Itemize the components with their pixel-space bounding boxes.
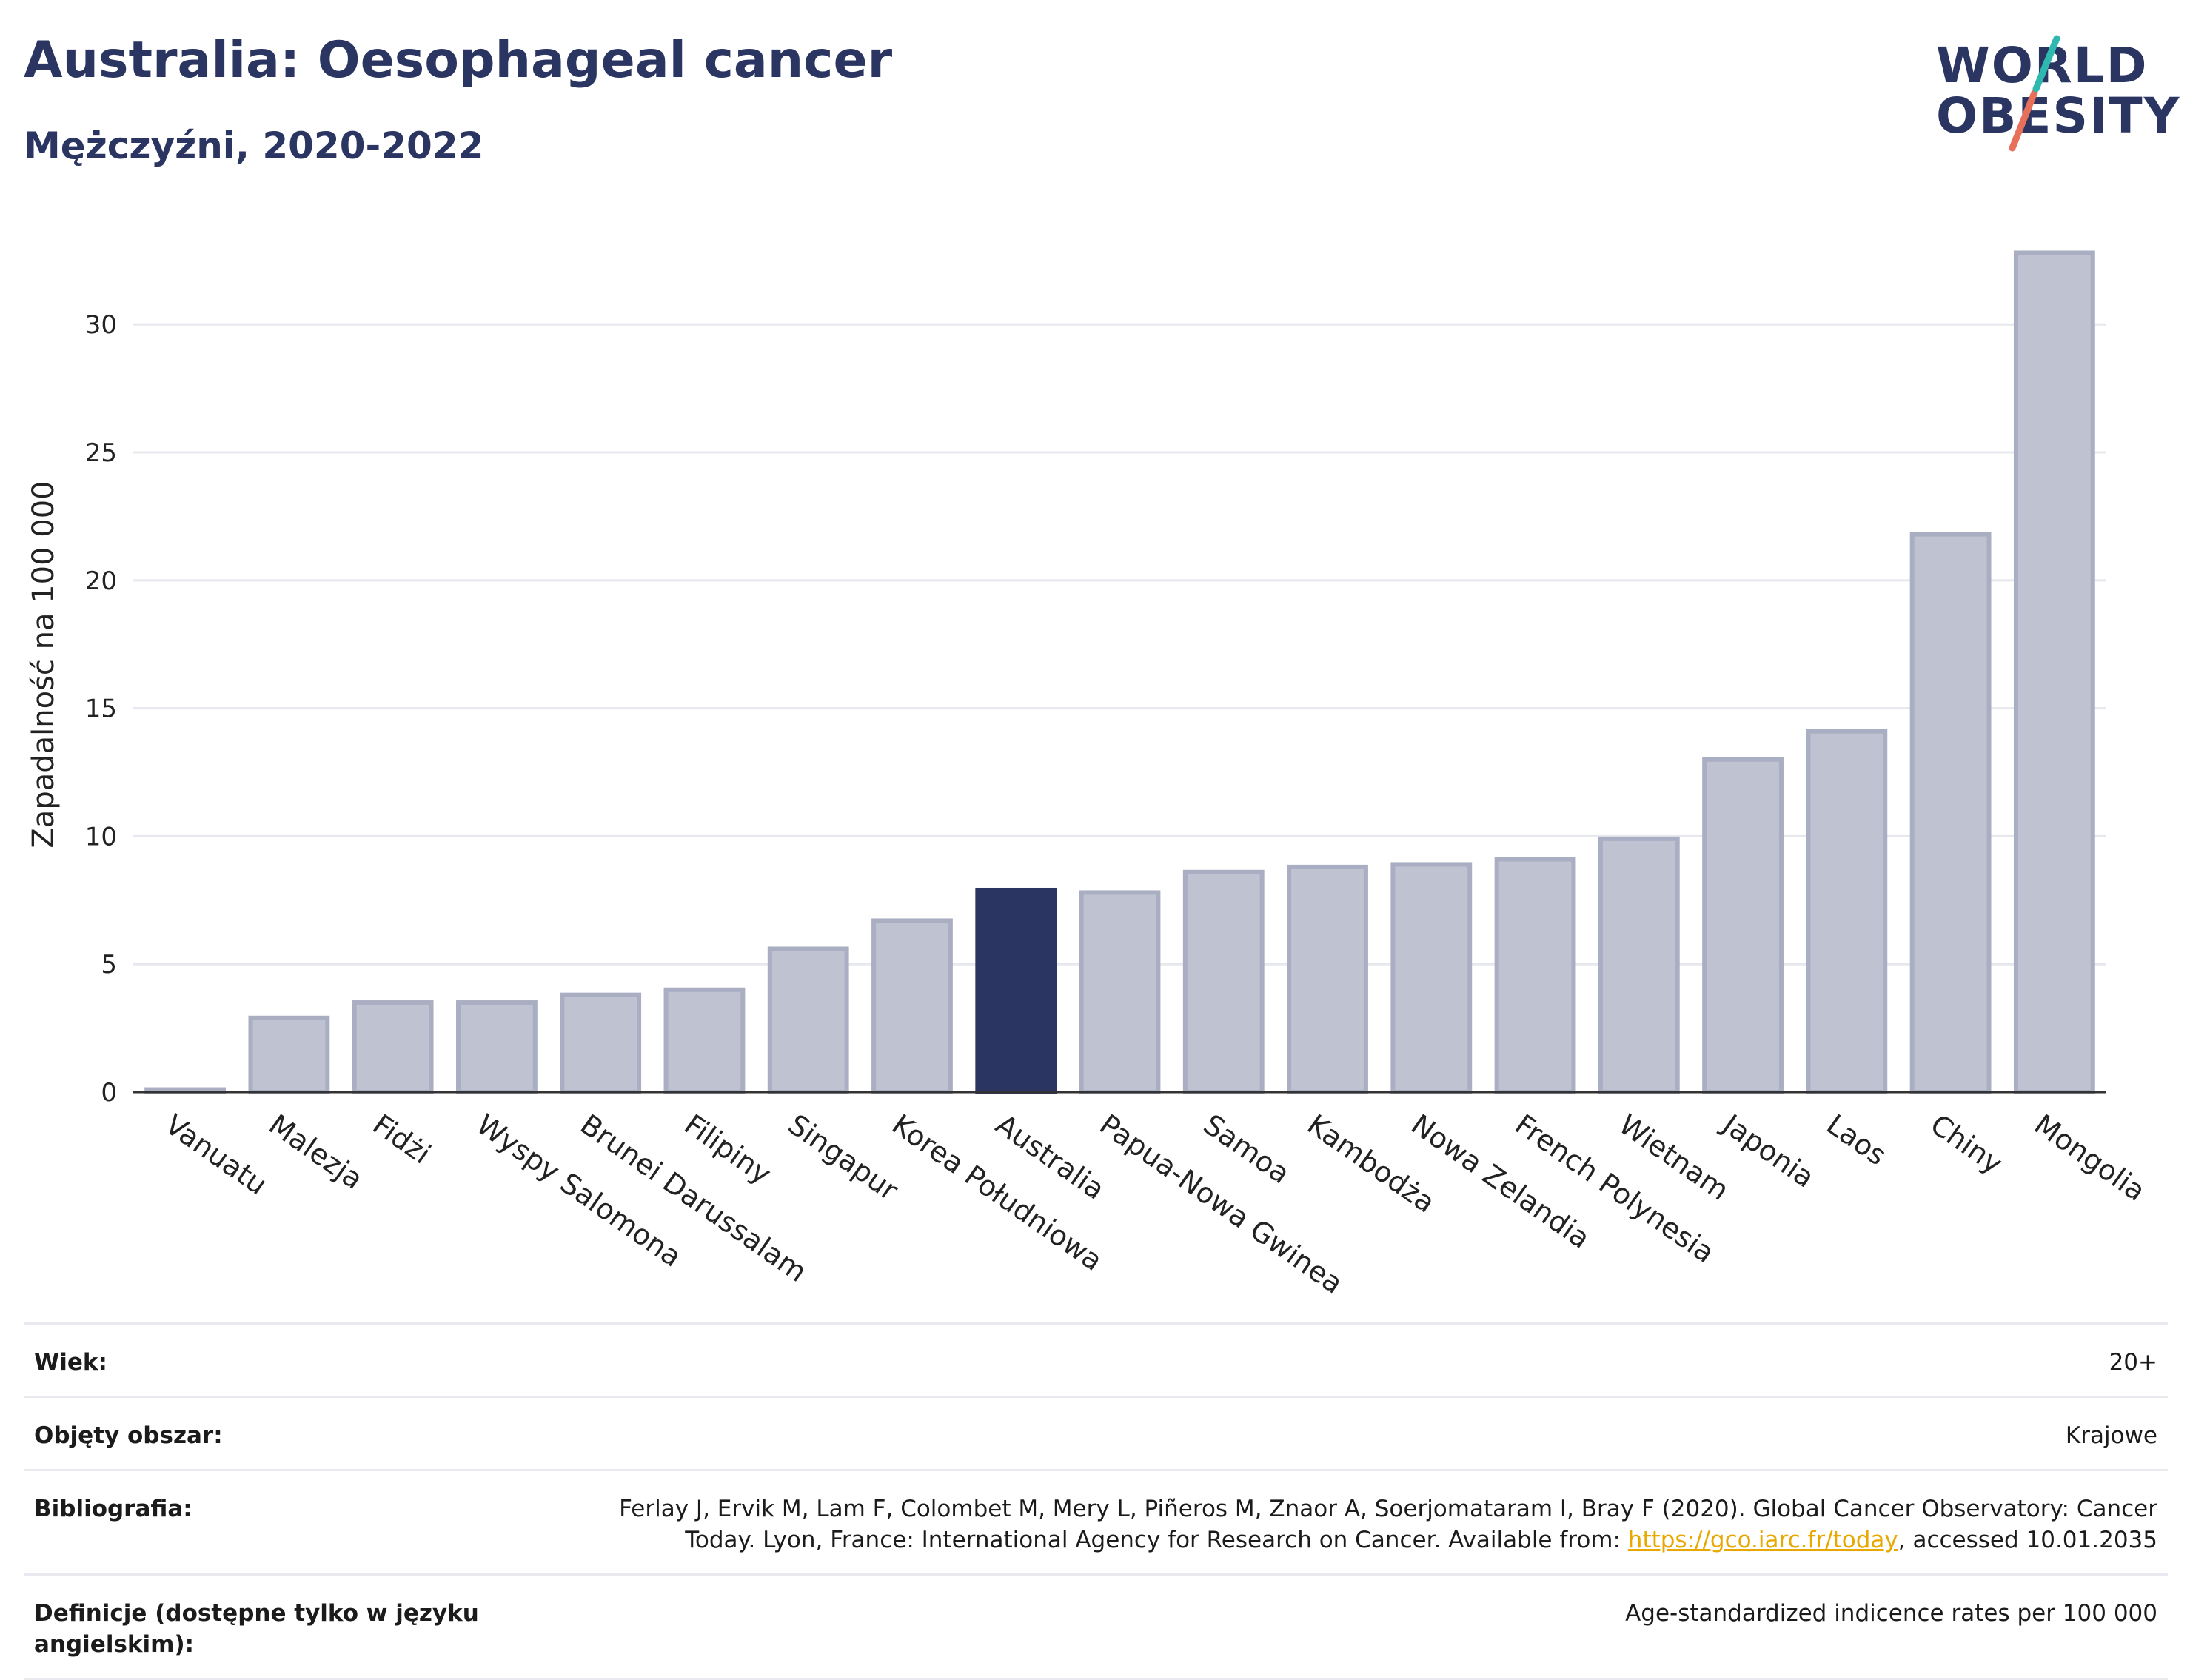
meta-label: Wiek:: [34, 1349, 107, 1376]
y-tick-label: 20: [85, 566, 117, 596]
bar-brunei-darussalam[interactable]: [560, 992, 642, 1095]
x-tick-label: Chiny: [1924, 1108, 2009, 1180]
meta-value: 20+: [2109, 1349, 2157, 1376]
bar-filipiny[interactable]: [663, 987, 746, 1094]
chart-title: Australia: Oesophageal cancer: [24, 31, 893, 90]
meta-value: Ferlay J, Ervik M, Lam F, Colombet M, Me…: [543, 1493, 2157, 1556]
bibliography-suffix: , accessed 10.01.2035: [1898, 1527, 2157, 1553]
world-obesity-logo: WORLD OBESITY: [1925, 22, 2181, 163]
bar-korea-południowa[interactable]: [871, 918, 953, 1095]
bibliography-text: Ferlay J, Ervik M, Lam F, Colombet M, Me…: [619, 1496, 2157, 1553]
bar-nowa-zelandia[interactable]: [1390, 862, 1473, 1095]
bar-malezja[interactable]: [248, 1015, 330, 1095]
y-tick-label: 5: [101, 950, 117, 980]
meta-value: Age-standardized indicence rates per 100…: [1625, 1600, 2157, 1627]
logo-line-2: OBESITY: [1936, 87, 2181, 144]
bar-japonia[interactable]: [1702, 757, 1784, 1095]
bar-french-polynesia[interactable]: [1494, 857, 1576, 1094]
logo-slash-icon: [2009, 35, 2060, 152]
meta-value: Krajowe: [2065, 1422, 2157, 1449]
meta-label: Definicje (dostępne tylko w języku angie…: [34, 1600, 479, 1658]
bar-kambodża[interactable]: [1287, 864, 1368, 1094]
bar-samoa[interactable]: [1182, 869, 1265, 1094]
bar-papua-nowa-gwinea[interactable]: [1079, 890, 1161, 1094]
logo-line-1: WORLD: [1936, 37, 2149, 94]
x-tick-label: Vanuatu: [159, 1108, 273, 1201]
x-tick-label: Nowa Zelandia: [1405, 1108, 1595, 1255]
y-axis-ticks: 0 5 10 15 20 25 30: [85, 310, 117, 1108]
meta-label: Objęty obszar:: [34, 1422, 223, 1449]
bar-mongolia[interactable]: [2013, 250, 2095, 1094]
meta-row-area: Objęty obszar: Krajowe: [24, 1396, 2168, 1469]
bars: [144, 250, 2095, 1095]
x-tick-label: Singapur: [783, 1108, 905, 1207]
y-tick-label: 15: [85, 695, 117, 724]
bar-wietnam[interactable]: [1598, 836, 1680, 1095]
y-axis-label: Zapadalność na 100 000: [27, 481, 61, 848]
metadata-table: Wiek: 20+ Objęty obszar: Krajowe Bibliog…: [24, 1322, 2168, 1680]
y-tick-label: 10: [85, 822, 117, 851]
meta-row-bibliography: Bibliografia: Ferlay J, Ervik M, Lam F, …: [24, 1469, 2168, 1573]
x-tick-label: Laos: [1821, 1108, 1892, 1171]
bar-singapur[interactable]: [767, 946, 849, 1094]
bar-fidżi[interactable]: [352, 1000, 434, 1094]
meta-row-age: Wiek: 20+: [24, 1322, 2168, 1396]
bar-australia[interactable]: [975, 887, 1057, 1095]
bar-wyspy-salomona[interactable]: [456, 1000, 538, 1094]
meta-row-definitions: Definicje (dostępne tylko w języku angie…: [24, 1573, 2168, 1680]
chart-subtitle: Mężczyźni, 2020-2022: [24, 124, 484, 167]
meta-label: Bibliografia:: [34, 1496, 192, 1522]
x-tick-label: Fidżi: [366, 1108, 436, 1170]
x-tick-label: Mongolia: [2029, 1108, 2152, 1208]
bar-chiny[interactable]: [1909, 532, 1992, 1094]
x-tick-label: Malezja: [263, 1108, 369, 1196]
y-tick-label: 25: [85, 438, 117, 468]
source-link[interactable]: https://gco.iarc.fr/today: [1627, 1527, 1898, 1553]
bar-laos[interactable]: [1806, 729, 1888, 1094]
y-tick-label: 0: [101, 1078, 117, 1108]
y-tick-label: 30: [85, 310, 117, 340]
